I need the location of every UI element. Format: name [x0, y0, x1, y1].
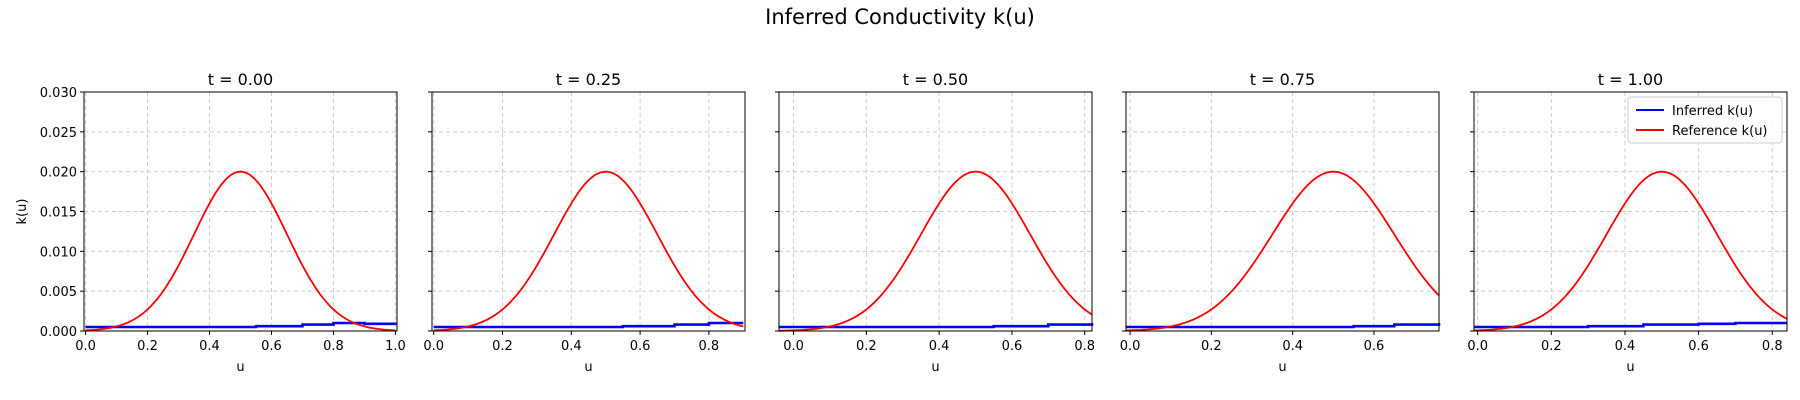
panel-t-0-25: t = 0.25 u 0.0 0.2 0.4 0.6 0.8 [423, 70, 746, 375]
panel-title: t = 0.50 [903, 70, 968, 89]
x-axis-label: u [1278, 360, 1286, 375]
panel-title: t = 1.00 [1598, 70, 1663, 89]
y-tick-label: 0.000 [40, 325, 77, 340]
x-tick-label: 0.0 [1467, 339, 1488, 354]
x-tick-label: 0.2 [1541, 339, 1562, 354]
x-tick-label: 0.8 [699, 339, 720, 354]
x-axis-label: u [1626, 360, 1634, 375]
x-axis-label: u [236, 360, 244, 375]
inferred-series-line [1474, 321, 1787, 329]
panel-t-0-00: t = 0.00 u k(u) 0.0 0.2 0.4 0.6 0.8 1.0 0.000 0… [15, 70, 406, 375]
reference-series-line [1473, 170, 1788, 332]
x-tick-label: 1.0 [385, 339, 406, 354]
axes-frame [1473, 91, 1788, 332]
legend-box [1627, 96, 1783, 144]
reference-series-line [778, 170, 1093, 332]
y-tick-label: 0.010 [40, 245, 77, 260]
inferred-series-line [85, 321, 397, 329]
x-tick-label: 0.2 [492, 339, 513, 354]
x-tick-label: 0.0 [1120, 339, 1141, 354]
inferred-series-line [433, 321, 744, 329]
y-tick-label: 0.015 [40, 206, 77, 221]
y-tick-label: 0.020 [40, 166, 77, 181]
y-tick-label: 0.030 [40, 86, 77, 101]
x-tick-label: 0.0 [783, 339, 804, 354]
x-tick-label: 0.2 [137, 339, 158, 354]
reference-series-line [433, 170, 744, 332]
x-tick-label: 0.4 [1282, 339, 1303, 354]
axes-frame [431, 91, 746, 332]
x-tick-label: 0.6 [261, 339, 282, 354]
x-axis-label: u [931, 360, 939, 375]
axes-frame [83, 91, 398, 332]
x-tick-label: 0.8 [323, 339, 344, 354]
y-axis-label: k(u) [15, 199, 30, 225]
x-tick-label: 0.4 [929, 339, 950, 354]
x-tick-label: 0.0 [423, 339, 444, 354]
figure-title: Inferred Conductivity k(u) [765, 5, 1035, 29]
axes-frame [778, 91, 1093, 332]
reference-series-line [85, 170, 396, 332]
x-tick-label: 0.6 [1688, 339, 1709, 354]
x-tick-label: 0.4 [561, 339, 582, 354]
panel-title: t = 0.00 [208, 70, 273, 89]
panel-title: t = 0.25 [556, 70, 621, 89]
x-tick-label: 0.4 [199, 339, 220, 354]
reference-series-line [1126, 170, 1440, 332]
panel-t-1-00: t = 1.00 u 0.0 0.2 0.4 0.6 0.8 Inferred k(u) R… [1467, 70, 1788, 375]
x-tick-label: 0.8 [1074, 339, 1095, 354]
x-tick-label: 0.0 [75, 339, 96, 354]
legend: Inferred k(u) Reference k(u) [1627, 96, 1783, 144]
x-tick-label: 0.6 [1002, 339, 1023, 354]
legend-entry: Reference k(u) [1672, 124, 1768, 139]
y-tick-label: 0.005 [40, 285, 77, 300]
x-tick-label: 0.4 [1615, 339, 1636, 354]
x-tick-label: 0.8 [1762, 339, 1783, 354]
x-tick-label: 0.2 [1201, 339, 1222, 354]
panel-title: t = 0.75 [1250, 70, 1315, 89]
x-axis-label: u [584, 360, 592, 375]
legend-entry: Inferred k(u) [1672, 104, 1753, 119]
inferred-series-line [779, 323, 1094, 329]
panel-t-0-50: t = 0.50 u 0.0 0.2 0.4 0.6 0.8 [775, 70, 1095, 375]
axes-frame [1125, 91, 1440, 332]
y-tick-label: 0.025 [40, 126, 77, 141]
x-tick-label: 0.6 [630, 339, 651, 354]
x-tick-label: 0.6 [1364, 339, 1385, 354]
inferred-series-line [1126, 323, 1441, 329]
x-tick-label: 0.2 [856, 339, 877, 354]
panel-t-0-75: t = 0.75 u 0.0 0.2 0.4 0.6 [1120, 70, 1441, 375]
